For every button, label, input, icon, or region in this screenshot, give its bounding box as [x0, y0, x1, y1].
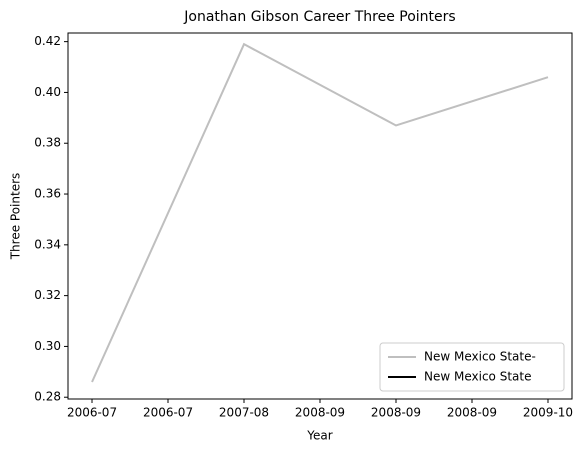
x-tick-label: 2008-09 [295, 406, 345, 420]
y-axis-label: Three Pointers [9, 173, 23, 261]
y-tick-label: 0.40 [34, 85, 61, 99]
y-tick-label: 0.30 [34, 339, 61, 353]
y-tick-label: 0.36 [34, 187, 61, 201]
legend-label: New Mexico State- [424, 350, 536, 364]
line [91, 42, 549, 383]
x-tick-label: 2006-07 [67, 406, 117, 420]
legend-box [379, 342, 565, 392]
x-tick-label: 2008-09 [447, 406, 497, 420]
x-tick-label: 2006-07 [143, 406, 193, 420]
y-tick-label: 0.32 [34, 288, 61, 302]
x-tick-label: 2009-10 [523, 406, 573, 420]
y-tick-label: 0.28 [34, 390, 61, 404]
x-tick-label: 2007-08 [219, 406, 269, 420]
y-tick-label: 0.42 [34, 34, 61, 48]
legend-label: New Mexico State [424, 370, 531, 384]
y-tick-label: 0.38 [34, 136, 61, 150]
y-tick-label: 0.34 [34, 237, 61, 251]
chart-title: Jonathan Gibson Career Three Pointers [183, 9, 455, 25]
x-axis-label: Year [306, 429, 332, 443]
x-tick-label: 2008-09 [371, 406, 421, 420]
plot-frame [67, 32, 573, 400]
